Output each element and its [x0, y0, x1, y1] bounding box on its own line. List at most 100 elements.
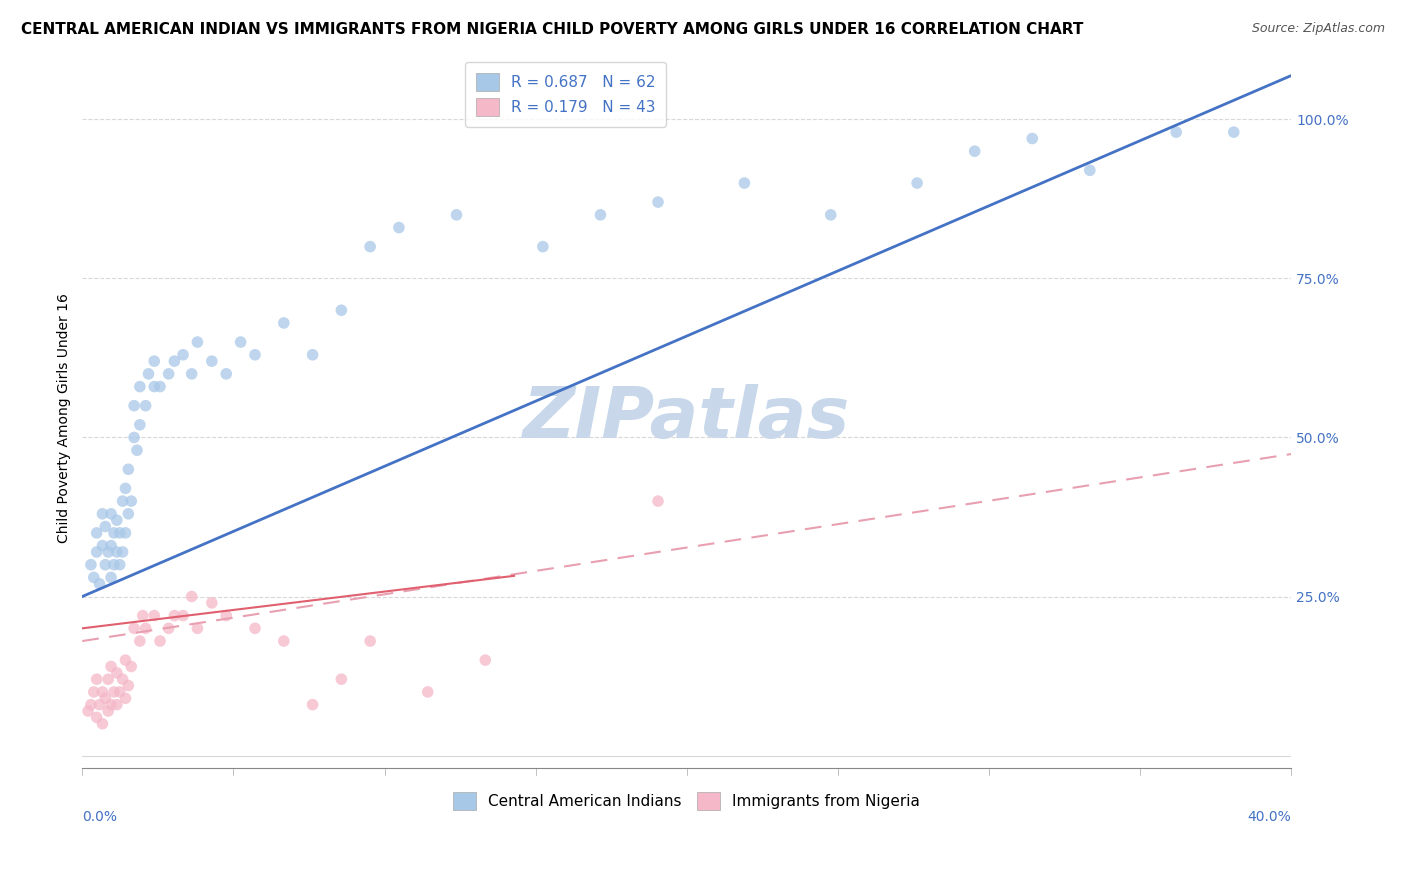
Y-axis label: Child Poverty Among Girls Under 16: Child Poverty Among Girls Under 16 — [58, 293, 72, 543]
Point — [215, 367, 238, 381]
Point — [359, 634, 381, 648]
Point — [117, 462, 139, 476]
Point — [589, 208, 612, 222]
Point — [1166, 125, 1188, 139]
Point — [201, 354, 224, 368]
Point — [77, 704, 100, 718]
Point — [108, 685, 131, 699]
Point — [138, 367, 160, 381]
Point — [122, 430, 145, 444]
Point — [647, 494, 669, 508]
Point — [273, 634, 295, 648]
Point — [105, 545, 128, 559]
Point — [94, 691, 117, 706]
Point — [143, 608, 166, 623]
Point — [108, 525, 131, 540]
Point — [446, 208, 468, 222]
Point — [243, 348, 266, 362]
Point — [135, 621, 157, 635]
Point — [128, 417, 150, 432]
Point — [103, 685, 125, 699]
Point — [100, 659, 122, 673]
Point — [114, 691, 136, 706]
Point — [86, 672, 108, 686]
Point — [163, 608, 186, 623]
Point — [905, 176, 928, 190]
Point — [330, 303, 353, 318]
Point — [94, 558, 117, 572]
Point — [105, 513, 128, 527]
Point — [143, 354, 166, 368]
Text: CENTRAL AMERICAN INDIAN VS IMMIGRANTS FROM NIGERIA CHILD POVERTY AMONG GIRLS UND: CENTRAL AMERICAN INDIAN VS IMMIGRANTS FR… — [21, 22, 1084, 37]
Point — [83, 685, 105, 699]
Point — [330, 672, 353, 686]
Point — [1078, 163, 1101, 178]
Point — [201, 596, 224, 610]
Point — [100, 570, 122, 584]
Point — [1222, 125, 1244, 139]
Point — [180, 367, 202, 381]
Point — [132, 608, 155, 623]
Point — [215, 608, 238, 623]
Point — [120, 494, 142, 508]
Point — [647, 195, 669, 210]
Point — [103, 558, 125, 572]
Point — [86, 710, 108, 724]
Point — [229, 334, 252, 349]
Point — [301, 348, 323, 362]
Point — [122, 621, 145, 635]
Point — [531, 240, 554, 254]
Point — [111, 494, 134, 508]
Point — [135, 399, 157, 413]
Point — [125, 443, 148, 458]
Point — [117, 679, 139, 693]
Point — [388, 220, 411, 235]
Text: Source: ZipAtlas.com: Source: ZipAtlas.com — [1251, 22, 1385, 36]
Point — [1021, 131, 1043, 145]
Point — [186, 621, 208, 635]
Legend: Central American Indians, Immigrants from Nigeria: Central American Indians, Immigrants fro… — [447, 786, 927, 816]
Point — [416, 685, 439, 699]
Text: 40.0%: 40.0% — [1247, 810, 1291, 824]
Point — [114, 525, 136, 540]
Point — [117, 507, 139, 521]
Point — [474, 653, 496, 667]
Point — [111, 672, 134, 686]
Point — [108, 558, 131, 572]
Point — [80, 558, 103, 572]
Point — [963, 145, 986, 159]
Point — [180, 590, 202, 604]
Point — [149, 634, 172, 648]
Point — [105, 698, 128, 712]
Point — [91, 716, 114, 731]
Point — [149, 379, 172, 393]
Point — [186, 334, 208, 349]
Point — [89, 576, 111, 591]
Point — [97, 672, 120, 686]
Point — [301, 698, 323, 712]
Point — [120, 659, 142, 673]
Text: ZIPatlas: ZIPatlas — [523, 384, 851, 453]
Point — [105, 665, 128, 680]
Point — [273, 316, 295, 330]
Point — [89, 698, 111, 712]
Point — [97, 704, 120, 718]
Point — [128, 634, 150, 648]
Text: 0.0%: 0.0% — [83, 810, 117, 824]
Point — [172, 348, 194, 362]
Point — [111, 545, 134, 559]
Point — [86, 545, 108, 559]
Point — [243, 621, 266, 635]
Point — [114, 653, 136, 667]
Point — [100, 698, 122, 712]
Point — [83, 570, 105, 584]
Point — [172, 608, 194, 623]
Point — [86, 525, 108, 540]
Point — [91, 685, 114, 699]
Point — [157, 367, 180, 381]
Point — [143, 379, 166, 393]
Point — [128, 379, 150, 393]
Point — [163, 354, 186, 368]
Point — [820, 208, 842, 222]
Point — [94, 519, 117, 533]
